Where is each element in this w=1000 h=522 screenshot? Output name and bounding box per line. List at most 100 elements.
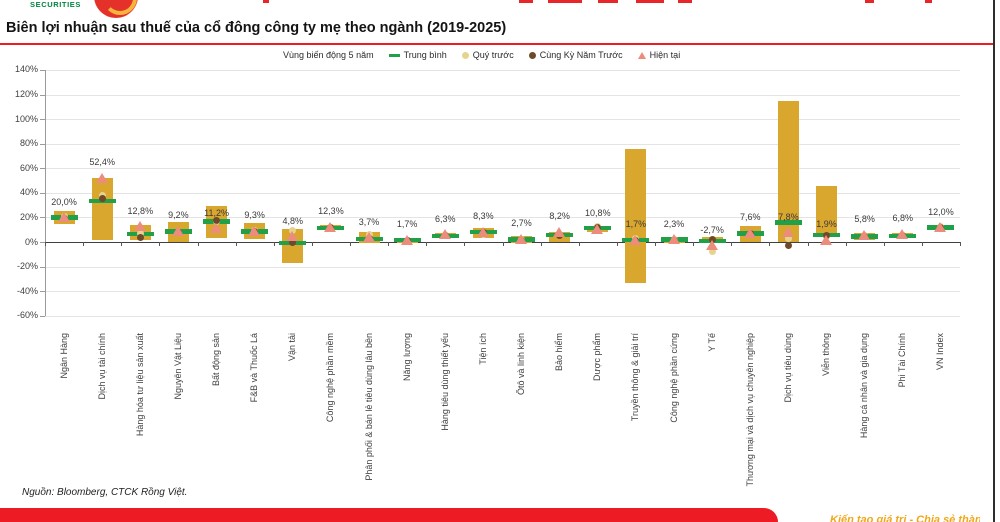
data-label: 9,3% bbox=[244, 210, 265, 221]
y-axis-label: 100% bbox=[14, 113, 38, 124]
category-label: Bảo hiểm bbox=[554, 333, 565, 372]
x-axis-tick bbox=[45, 242, 46, 246]
header-text-remnant bbox=[925, 0, 932, 3]
current-marker bbox=[553, 226, 566, 237]
prev-year-marker bbox=[98, 195, 106, 203]
legend-item-0[interactable]: Vùng biến động 5 năm bbox=[283, 50, 374, 60]
category-label: Tiện ích bbox=[477, 333, 488, 365]
y-axis-tick bbox=[40, 242, 45, 243]
legend-label: Cùng Kỳ Năm Trước bbox=[539, 50, 623, 60]
data-label: 12,0% bbox=[928, 206, 954, 217]
x-axis-tick bbox=[426, 242, 428, 246]
category-label: Công nghệ phần cứng bbox=[668, 333, 679, 423]
data-label: 1,9% bbox=[816, 219, 837, 230]
header-text-remnant bbox=[519, 0, 533, 3]
data-label: 4,8% bbox=[282, 215, 304, 226]
legend-item-3[interactable]: Cùng Kỳ Năm Trước bbox=[528, 50, 623, 60]
gridline bbox=[45, 143, 960, 145]
header-text-remnant bbox=[865, 0, 874, 3]
x-axis-tick bbox=[159, 242, 161, 246]
data-label: 1,7% bbox=[396, 219, 418, 230]
prev-year-marker bbox=[213, 216, 221, 224]
data-label: 12,3% bbox=[318, 206, 344, 217]
x-axis-tick bbox=[311, 242, 313, 246]
page-edge-line bbox=[993, 0, 995, 522]
current-marker bbox=[400, 234, 413, 245]
footer-red-banner bbox=[0, 508, 778, 522]
prev-quarter-marker bbox=[784, 234, 792, 242]
gridline bbox=[45, 94, 960, 96]
category-label: Y Tế bbox=[706, 333, 717, 352]
category-label: Hàng hóa tư liệu sản xuất bbox=[134, 333, 145, 437]
gridline bbox=[45, 266, 960, 268]
gridline bbox=[45, 69, 960, 71]
y-axis-tick bbox=[40, 94, 45, 96]
category-label: Viễn thông bbox=[821, 333, 832, 376]
x-axis-tick bbox=[845, 242, 847, 246]
category-label: Dịch vụ tài chính bbox=[96, 333, 107, 400]
x-axis-tick bbox=[731, 242, 733, 246]
prev-quarter-marker bbox=[98, 191, 106, 199]
y-axis-tick bbox=[40, 291, 45, 293]
x-axis-tick bbox=[769, 242, 771, 246]
source-note: Nguồn: Bloomberg, CTCK Rồng Việt. bbox=[22, 487, 188, 498]
legend-item-1[interactable]: Trung bình bbox=[388, 50, 447, 60]
y-axis-label: -40% bbox=[16, 285, 38, 296]
data-label: 6,8% bbox=[892, 213, 914, 224]
prev-year-marker bbox=[289, 238, 297, 246]
x-axis-tick bbox=[83, 242, 85, 246]
prev-year-dot-icon bbox=[528, 51, 536, 59]
category-label: Bất động sản bbox=[211, 333, 222, 387]
y-axis-label: 0% bbox=[24, 236, 38, 247]
category-label: Ngân Hàng bbox=[58, 333, 69, 379]
current-triangle-icon bbox=[637, 51, 646, 59]
current-marker bbox=[591, 223, 604, 234]
current-marker bbox=[515, 233, 528, 244]
current-marker bbox=[705, 240, 718, 251]
data-label: 2,3% bbox=[663, 218, 685, 229]
data-label: 9,2% bbox=[168, 210, 189, 221]
category-label: F&B và Thuốc Lá bbox=[249, 333, 260, 403]
x-axis-tick bbox=[693, 242, 695, 246]
legend-label: Quý trước bbox=[472, 50, 514, 60]
chart-title: Biên lợi nhuận sau thuế của cổ đông công… bbox=[6, 20, 507, 36]
current-marker bbox=[95, 172, 108, 183]
category-label: Năng lượng bbox=[401, 333, 412, 381]
header-text-remnant bbox=[598, 0, 618, 3]
y-axis-tick bbox=[40, 315, 45, 317]
prev-year-marker bbox=[136, 233, 144, 241]
data-label: -2,7% bbox=[700, 224, 724, 235]
y-axis-label: 120% bbox=[14, 89, 38, 100]
header-text-remnant bbox=[678, 0, 692, 3]
current-marker bbox=[476, 226, 489, 237]
range-bar bbox=[777, 100, 799, 242]
data-label: 6,3% bbox=[435, 213, 456, 224]
category-label: Truyền thông & giải trí bbox=[630, 333, 641, 422]
x-axis-tick bbox=[540, 242, 542, 246]
y-axis-label: -20% bbox=[16, 261, 38, 272]
current-marker bbox=[934, 222, 947, 233]
current-marker bbox=[667, 234, 680, 245]
x-axis-tick bbox=[921, 242, 923, 246]
data-label: 3,7% bbox=[358, 216, 380, 227]
chart-legend: Vùng biến động 5 năm Trung bình Quý trước C… bbox=[283, 50, 680, 60]
y-axis-line bbox=[45, 70, 46, 316]
current-marker bbox=[362, 232, 375, 243]
data-label: 20,0% bbox=[51, 196, 77, 207]
category-label: Dịch vụ tiêu dùng bbox=[782, 333, 793, 403]
y-axis-label: 140% bbox=[14, 64, 38, 75]
data-label: 8,2% bbox=[549, 211, 570, 222]
category-label: Công nghệ phần mềm bbox=[325, 333, 336, 423]
prev-quarter-marker bbox=[289, 226, 297, 234]
data-label: 11,2% bbox=[204, 207, 229, 218]
legend-item-2[interactable]: Quý trước bbox=[461, 50, 514, 60]
data-label: 5,8% bbox=[854, 214, 875, 225]
x-axis-tick bbox=[350, 242, 351, 246]
x-axis-tick bbox=[235, 242, 237, 246]
y-axis-tick bbox=[40, 69, 45, 71]
range-bar bbox=[816, 186, 838, 238]
legend-item-4[interactable]: Hiện tại bbox=[637, 50, 680, 60]
category-label: Nguyên Vật Liệu bbox=[172, 333, 183, 400]
current-marker bbox=[133, 221, 146, 232]
